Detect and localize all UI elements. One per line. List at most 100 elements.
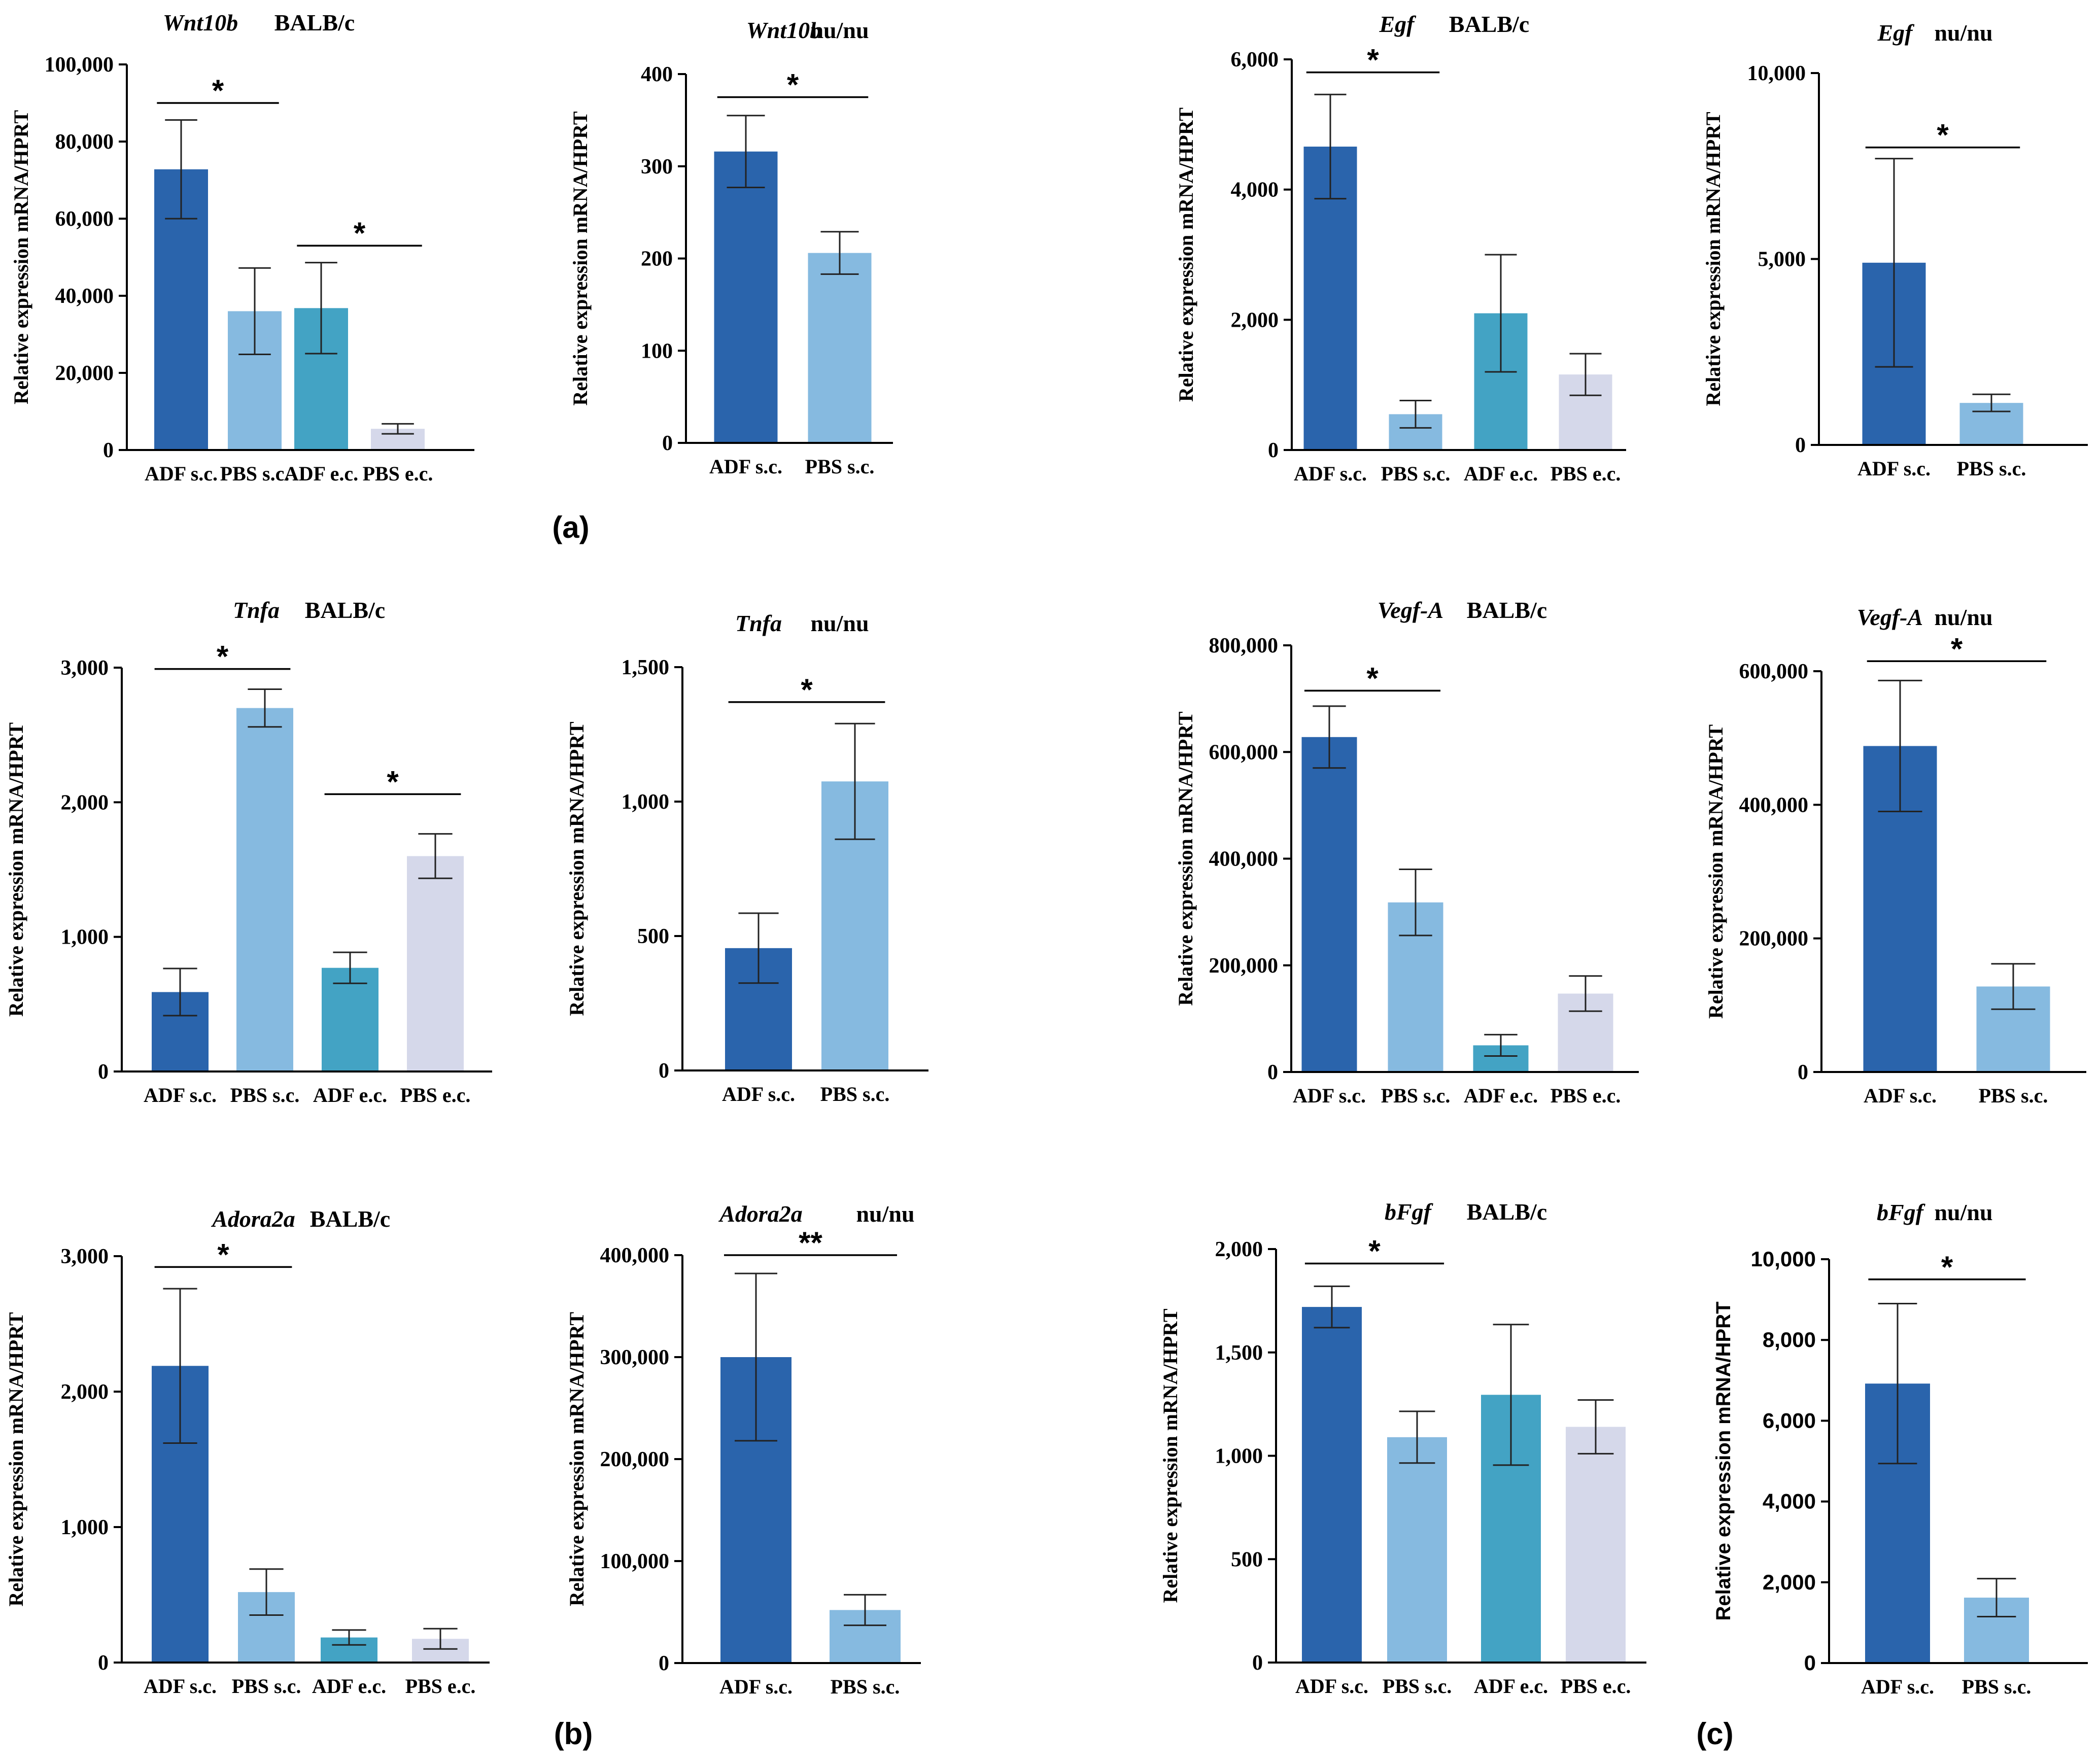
egf-balbc-xlabel-0: ADF s.c. <box>1294 462 1367 485</box>
wnt10b-nunu-chart: 0 100 200 300 400 ADF s.c. PBS s.c. Relative ex… <box>569 17 893 478</box>
vegfa-balbc-title-gene: Vegf-A <box>1378 597 1443 623</box>
egf-nunu-ytick-label-0: 0 <box>1795 434 1806 457</box>
vegfa-nunu-xlabel-0: ADF s.c. <box>1864 1084 1937 1107</box>
egf-balbc-ytick-label-3: 6,000 <box>1231 48 1279 72</box>
bfgf-nunu-ytick-label-4: 8,000 <box>1763 1328 1816 1352</box>
wnt10b-nunu-ytick-label-3: 300 <box>641 155 673 179</box>
bfgf-balbc-errorbar-2 <box>1493 1324 1529 1466</box>
bfgf-nunu-ytick-label-1: 2,000 <box>1763 1570 1816 1594</box>
egf-nunu-title-gene: Egf <box>1877 20 1915 46</box>
egf-nunu-ylabel: Relative expression mRNA/HPRT <box>1702 112 1725 406</box>
tnfa-balbc-errorbar-2 <box>333 951 367 984</box>
egf-nunu-errorbar-1 <box>1972 393 2011 412</box>
panel-label-c: (c) <box>1696 1717 1733 1751</box>
vegfa-balbc-xlabel-2: ADF e.c. <box>1464 1084 1538 1107</box>
vegfa-nunu-title-strain: nu/nu <box>1934 604 1992 630</box>
wnt10b-nunu-ylabel: Relative expression mRNA/HPRT <box>569 111 592 405</box>
wnt10b-nunu-ytick-label-2: 200 <box>641 248 673 271</box>
tnfa-balbc-title-strain: BALB/c <box>305 597 385 623</box>
vegfa-nunu-xlabel-1: PBS s.c. <box>1979 1084 2048 1107</box>
vegfa-nunu-title-gene: Vegf-A <box>1857 604 1923 630</box>
adora2a-balbc-ytick-label-3: 3,000 <box>61 1245 109 1268</box>
bfgf-balbc-errorbar-0 <box>1314 1285 1350 1329</box>
egf-nunu-axes <box>1818 73 2088 446</box>
panel-label-b: (b) <box>554 1717 593 1751</box>
egf-balbc-errorbar-1 <box>1399 399 1432 429</box>
wnt10b-nunu-title-gene: Wnt10b <box>746 17 821 43</box>
adora2a-nunu-ytick-label-2: 200,000 <box>600 1448 670 1471</box>
adora2a-balbc-errorbar-3 <box>423 1628 458 1650</box>
vegfa-nunu-ylabel: Relative expression mRNA/HPRT <box>1704 724 1727 1019</box>
charts-group: 0 20,000 40,000 60,000 80,000 100,000 ADF s.c.… <box>5 10 2088 1698</box>
tnfa-balbc-ytick-label-0: 0 <box>98 1060 109 1084</box>
vegfa-balbc-title-strain: BALB/c <box>1467 597 1547 623</box>
bfgf-balbc-bar-3 <box>1566 1427 1626 1663</box>
adora2a-nunu-sig-label-0: ** <box>799 1226 822 1260</box>
adora2a-balbc-ytick-label-0: 0 <box>98 1651 109 1675</box>
adora2a-balbc-sig-label-0: * <box>217 1237 229 1271</box>
vegfa-nunu-sig-label-0: * <box>1951 632 1963 666</box>
adora2a-balbc-title-gene: Adora2a <box>211 1206 295 1232</box>
bfgf-balbc-bar-1 <box>1387 1437 1447 1663</box>
wnt10b-nunu-ytick-label-0: 0 <box>662 432 673 455</box>
wnt10b-nunu-ytick-label-4: 400 <box>641 63 673 86</box>
wnt10b-nunu-xlabel-1: PBS s.c. <box>805 455 875 478</box>
tnfa-balbc-bar-2 <box>322 967 378 1071</box>
bfgf-nunu-chart: 0 2,000 4,000 6,000 8,000 10,000 ADF s.c. PBS s… <box>1712 1199 2088 1698</box>
tnfa-nunu-ytick-label-1: 500 <box>637 925 669 948</box>
adora2a-nunu-chart: 0 100,000 200,000 300,000 400,000 ADF s.c. PBS… <box>565 1201 921 1698</box>
vegfa-balbc-ylabel: Relative expression mRNA/HPRT <box>1174 711 1197 1006</box>
wnt10b-balbc-ylabel: Relative expression mRNA/HPRT <box>10 110 32 404</box>
bfgf-nunu-title-strain: nu/nu <box>1934 1199 1992 1225</box>
bfgf-nunu-errorbar-0 <box>1878 1303 1917 1465</box>
bfgf-nunu-ylabel: Relative expression mRNA/HPRT <box>1712 1301 1735 1620</box>
tnfa-nunu-ylabel: Relative expression mRNA/HPRT <box>565 721 588 1016</box>
tnfa-balbc-ylabel: Relative expression mRNA/HPRT <box>5 722 27 1017</box>
tnfa-nunu-xlabel-1: PBS s.c. <box>820 1083 890 1105</box>
bfgf-balbc-title-gene: bFgf <box>1385 1199 1434 1225</box>
bfgf-balbc-bar-0 <box>1302 1307 1362 1663</box>
egf-balbc-xlabel-3: PBS e.c. <box>1551 462 1621 485</box>
tnfa-balbc-bar-3 <box>407 856 464 1071</box>
vegfa-balbc-bar-0 <box>1301 737 1357 1072</box>
egf-nunu-ytick-label-1: 5,000 <box>1758 248 1806 271</box>
egf-nunu-sig-label-0: * <box>1937 118 1949 152</box>
vegfa-nunu-ytick-label-0: 0 <box>1798 1061 1808 1084</box>
tnfa-nunu-ytick-label-3: 1,500 <box>622 656 670 679</box>
egf-balbc-errorbar-0 <box>1314 93 1347 200</box>
vegfa-balbc-errorbar-0 <box>1313 705 1346 769</box>
tnfa-nunu-sig-label-0: * <box>801 673 813 707</box>
wnt10b-balbc-xlabel-2: ADF e.c. <box>284 462 358 485</box>
bfgf-balbc-ytick-label-3: 1,500 <box>1215 1341 1263 1365</box>
adora2a-nunu-xlabel-0: ADF s.c. <box>719 1675 793 1698</box>
vegfa-balbc-xlabel-3: PBS e.c. <box>1551 1084 1621 1107</box>
egf-balbc-title-gene: Egf <box>1379 11 1417 37</box>
tnfa-nunu-title-gene: Tnfa <box>735 610 782 636</box>
wnt10b-balbc-errorbar-1 <box>238 267 271 356</box>
egf-balbc-ylabel: Relative expression mRNA/HPRT <box>1175 108 1197 402</box>
wnt10b-balbc-xlabel-0: ADF s.c. <box>145 462 218 485</box>
tnfa-nunu-ytick-label-0: 0 <box>659 1059 669 1083</box>
adora2a-balbc-xlabel-3: PBS e.c. <box>405 1675 476 1698</box>
egf-balbc-errorbar-2 <box>1485 254 1517 373</box>
wnt10b-balbc-ytick-label-4: 80,000 <box>55 130 114 154</box>
bfgf-balbc-ytick-label-2: 1,000 <box>1215 1445 1263 1468</box>
vegfa-nunu-ytick-label-1: 200,000 <box>1739 927 1809 951</box>
wnt10b-balbc-ytick-label-5: 100,000 <box>45 53 114 77</box>
vegfa-nunu-chart: 0 200,000 400,000 600,000 ADF s.c. PBS s.c. Re… <box>1704 604 2086 1107</box>
tnfa-nunu-ytick-label-2: 1,000 <box>622 790 670 814</box>
bfgf-nunu-ytick-label-5: 10,000 <box>1751 1247 1816 1271</box>
bfgf-balbc-title-strain: BALB/c <box>1467 1199 1547 1225</box>
wnt10b-nunu-sig-label-0: * <box>787 67 799 101</box>
adora2a-nunu-ytick-label-0: 0 <box>659 1652 669 1675</box>
tnfa-balbc-xlabel-3: PBS e.c. <box>400 1084 471 1106</box>
tnfa-nunu-errorbar-1 <box>835 722 875 840</box>
adora2a-balbc-errorbar-0 <box>163 1288 197 1444</box>
vegfa-balbc-ytick-label-4: 800,000 <box>1209 634 1279 658</box>
vegfa-balbc-ytick-label-1: 200,000 <box>1209 954 1279 978</box>
adora2a-nunu-ytick-label-3: 300,000 <box>600 1346 670 1369</box>
wnt10b-balbc-errorbar-0 <box>165 119 197 220</box>
bfgf-nunu-xlabel-1: PBS s.c. <box>1962 1675 2032 1698</box>
adora2a-nunu-xlabel-1: PBS s.c. <box>831 1675 900 1698</box>
